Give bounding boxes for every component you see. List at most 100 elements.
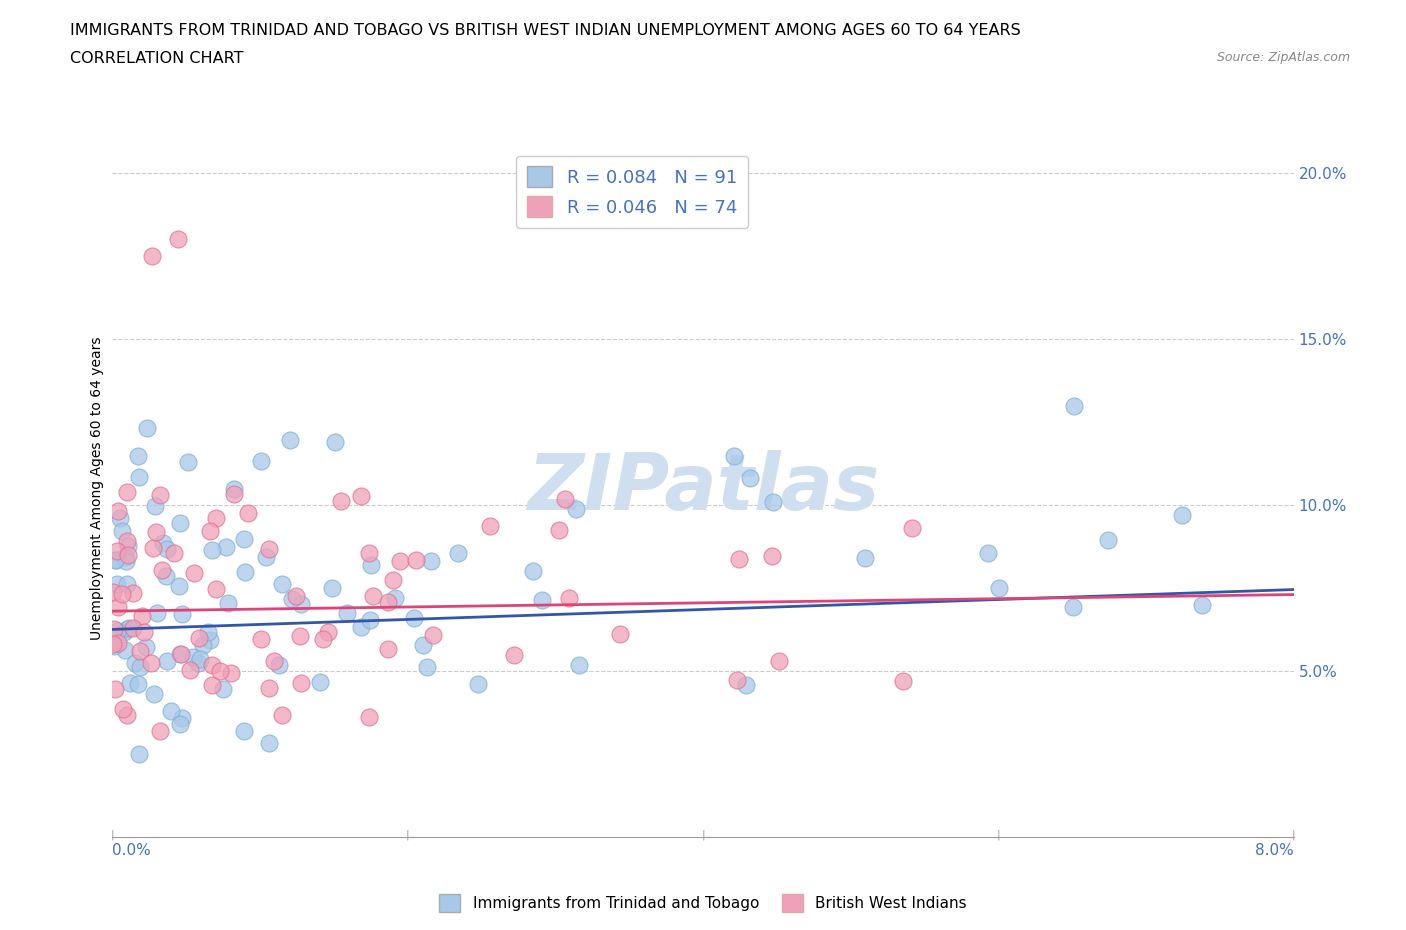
Point	[290, 597, 312, 612]
Point	[101, 585, 124, 600]
Point	[236, 506, 259, 521]
Point	[215, 539, 238, 554]
Point	[360, 558, 382, 573]
Point	[112, 702, 135, 717]
Point	[129, 659, 152, 674]
Point	[312, 631, 335, 646]
Point	[128, 747, 150, 762]
Point	[329, 494, 352, 509]
Point	[160, 703, 183, 718]
Point	[112, 624, 135, 639]
Point	[169, 647, 191, 662]
Text: |: |	[111, 830, 114, 840]
Point	[267, 658, 290, 672]
Point	[131, 609, 153, 624]
Point	[132, 625, 155, 640]
Point	[103, 622, 125, 637]
Point	[404, 611, 426, 626]
Point	[149, 724, 172, 738]
Point	[201, 542, 224, 557]
Point	[728, 551, 751, 566]
Point	[384, 591, 406, 605]
Point	[502, 647, 524, 662]
Point	[188, 652, 211, 667]
Point	[1063, 399, 1085, 414]
Point	[117, 548, 139, 563]
Point	[270, 708, 292, 723]
Point	[135, 640, 157, 655]
Point	[152, 535, 174, 550]
Point	[224, 482, 246, 497]
Point	[139, 656, 162, 671]
Point	[263, 654, 285, 669]
Point	[359, 612, 381, 627]
Point	[422, 628, 444, 643]
Point	[740, 471, 762, 485]
Point	[233, 724, 256, 739]
Text: IMMIGRANTS FROM TRINIDAD AND TOBAGO VS BRITISH WEST INDIAN UNEMPLOYMENT AMONG AG: IMMIGRANTS FROM TRINIDAD AND TOBAGO VS B…	[70, 23, 1021, 38]
Point	[762, 495, 785, 510]
Point	[155, 568, 177, 583]
Point	[558, 591, 581, 605]
Point	[197, 625, 219, 640]
Legend: Immigrants from Trinidad and Tobago, British West Indians: Immigrants from Trinidad and Tobago, Bri…	[433, 888, 973, 918]
Point	[447, 546, 470, 561]
Point	[167, 232, 190, 246]
Point	[359, 546, 381, 561]
Point	[181, 649, 204, 664]
Point	[107, 635, 129, 650]
Point	[149, 487, 172, 502]
Point	[233, 532, 256, 547]
Point	[108, 511, 131, 525]
Point	[177, 455, 200, 470]
Point	[193, 638, 215, 653]
Point	[217, 595, 239, 610]
Point	[1063, 600, 1085, 615]
Y-axis label: Unemployment Among Ages 60 to 64 years: Unemployment Among Ages 60 to 64 years	[90, 337, 104, 640]
Point	[150, 562, 173, 577]
Point	[200, 677, 222, 692]
Point	[117, 577, 139, 591]
Point	[988, 581, 1011, 596]
Point	[115, 485, 138, 499]
Point	[145, 525, 167, 539]
Point	[122, 586, 145, 601]
Point	[768, 654, 790, 669]
Point	[609, 627, 631, 642]
Point	[284, 588, 307, 603]
Text: 8.0%: 8.0%	[1254, 844, 1294, 858]
Point	[350, 488, 373, 503]
Point	[105, 544, 128, 559]
Point	[382, 573, 405, 588]
Point	[361, 589, 384, 604]
Point	[891, 673, 914, 688]
Point	[204, 511, 226, 525]
Point	[104, 682, 127, 697]
Point	[416, 660, 439, 675]
Point	[117, 538, 139, 553]
Point	[761, 549, 783, 564]
Point	[725, 672, 748, 687]
Legend: R = 0.084   N = 91, R = 0.046   N = 74: R = 0.084 N = 91, R = 0.046 N = 74	[516, 155, 748, 228]
Point	[115, 708, 138, 723]
Point	[219, 666, 242, 681]
Point	[420, 553, 443, 568]
Point	[114, 550, 136, 565]
Point	[350, 620, 373, 635]
Point	[103, 639, 125, 654]
Point	[412, 637, 434, 652]
Point	[124, 656, 146, 671]
Point	[111, 587, 134, 602]
Point	[208, 664, 231, 679]
Point	[257, 542, 280, 557]
Point	[1191, 597, 1213, 612]
Point	[568, 658, 591, 672]
Point	[1171, 508, 1194, 523]
Point	[187, 656, 209, 671]
Point	[143, 498, 166, 513]
Point	[405, 552, 427, 567]
Point	[104, 553, 127, 568]
Point	[156, 541, 179, 556]
Point	[188, 631, 211, 645]
Point	[127, 448, 149, 463]
